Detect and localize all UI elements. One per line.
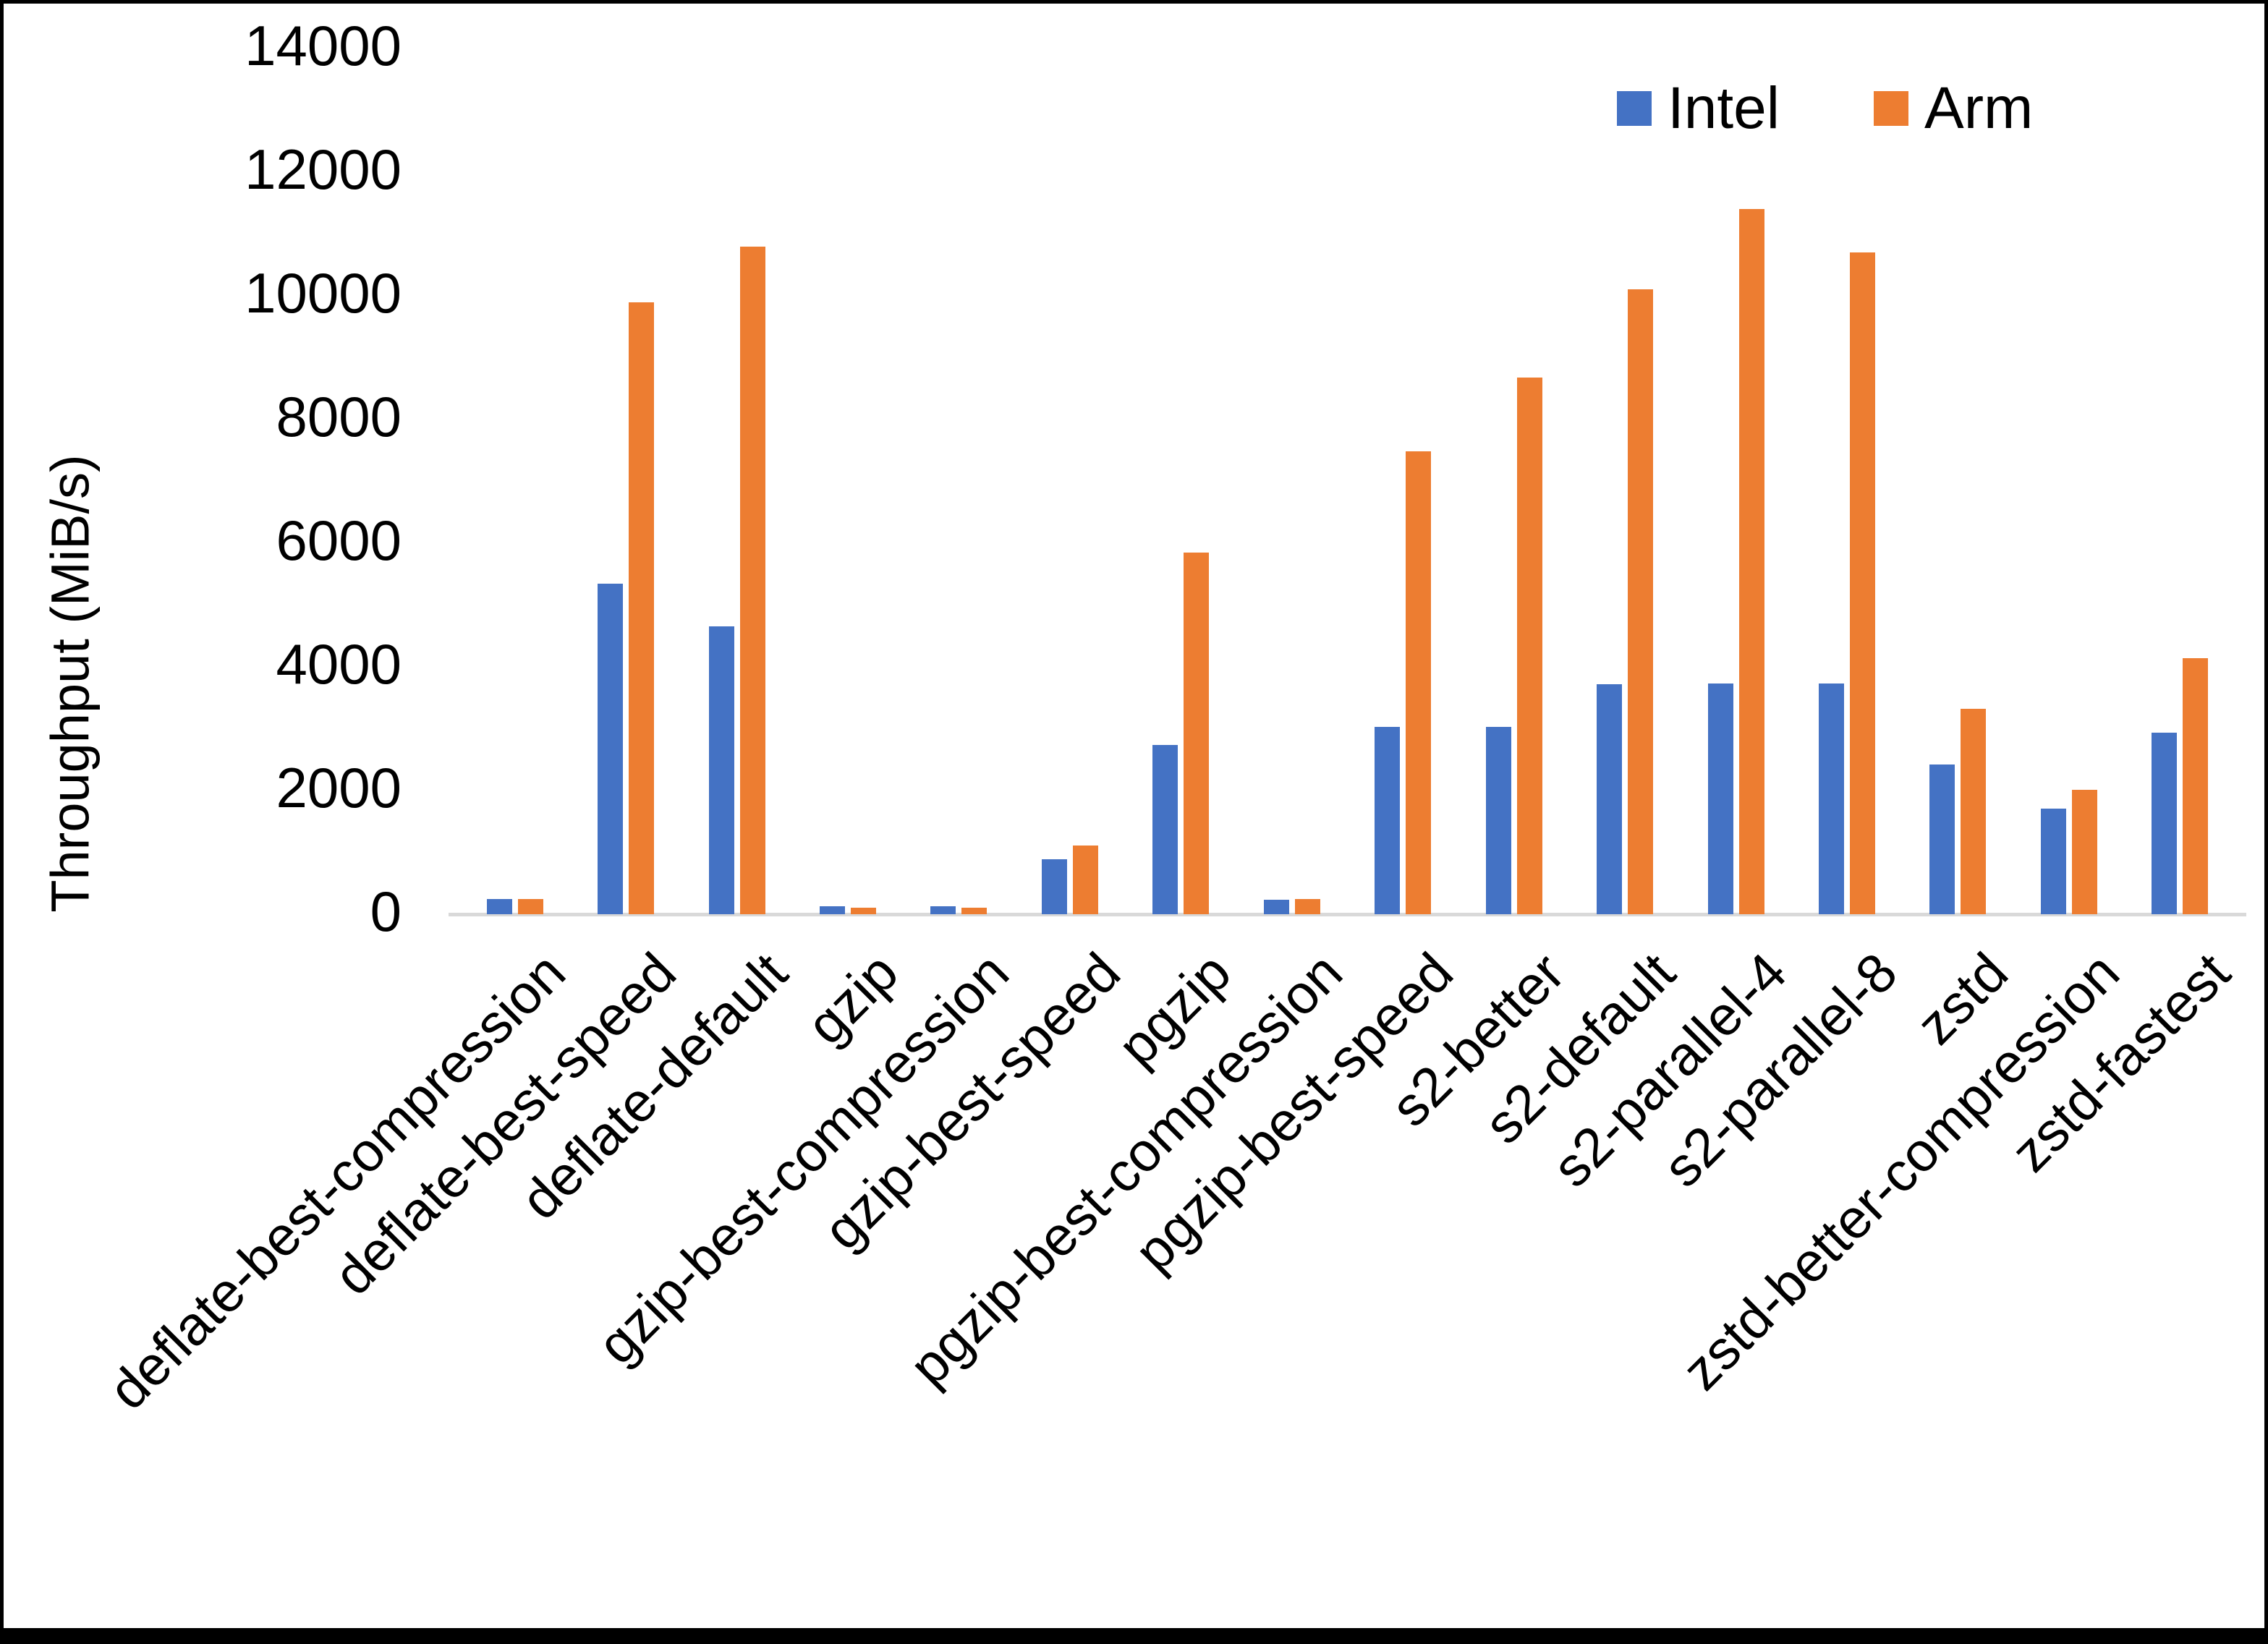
bar-intel-pgzip-best-speed: [1375, 726, 1401, 914]
bar-intel-s2-parallel-8: [1818, 683, 1844, 914]
bar-intel-zstd-fastest: [2152, 733, 2178, 914]
bar-intel-zstd-better-compression: [2040, 808, 2066, 914]
bar-intel-gzip-best-speed: [1041, 859, 1067, 914]
y-axis-title: Throughput (MiB/s): [40, 454, 101, 913]
legend-swatch-icon: [1617, 91, 1652, 126]
legend-item-intel: Intel: [1617, 74, 1780, 142]
bar-arm-s2-parallel-8: [1849, 252, 1875, 914]
bar-arm-pgzip-best-speed: [1406, 451, 1432, 914]
bar-arm-s2-better: [1516, 377, 1542, 914]
legend: Intel Arm: [1617, 74, 2033, 142]
bar-intel-gzip-best-compression: [930, 906, 956, 914]
bar-intel-deflate-best-speed: [598, 583, 624, 914]
bar-intel-deflate-best-compression: [486, 898, 512, 914]
bar-arm-gzip: [851, 907, 877, 914]
bar-intel-pgzip: [1152, 744, 1178, 914]
bar-intel-zstd: [1929, 764, 1955, 914]
bar-arm-s2-parallel-4: [1738, 209, 1764, 914]
bar-arm-deflate-default: [739, 246, 765, 914]
y-tick-label: 8000: [276, 384, 402, 448]
bar-intel-s2-better: [1485, 726, 1511, 914]
bar-arm-zstd: [1961, 709, 1987, 914]
legend-label: Intel: [1668, 75, 1780, 141]
bar-arm-pgzip-best-compression: [1294, 899, 1320, 914]
bar-intel-gzip: [820, 906, 846, 914]
bar-arm-gzip-best-speed: [1072, 846, 1098, 914]
y-tick-label: 0: [370, 879, 402, 943]
bar-arm-deflate-best-compression: [517, 898, 543, 914]
legend-label: Arm: [1924, 75, 2034, 141]
y-tick-label: 10000: [245, 260, 402, 325]
legend-swatch-icon: [1874, 91, 1908, 126]
bar-intel-pgzip-best-compression: [1263, 900, 1289, 914]
bar-intel-s2-parallel-4: [1707, 683, 1733, 914]
y-tick-label: 6000: [276, 508, 402, 572]
legend-item-arm: Arm: [1874, 74, 2033, 142]
y-tick-label: 2000: [276, 755, 402, 819]
bar-arm-gzip-best-compression: [961, 907, 988, 914]
y-tick-label: 12000: [245, 137, 402, 201]
bar-arm-s2-default: [1628, 289, 1654, 914]
bar-arm-deflate-best-speed: [629, 302, 655, 914]
bar-intel-deflate-default: [708, 626, 734, 914]
bar-chart: Throughput (MiB/s) 0 2000 4000 6000 8000 1000…: [4, 4, 2264, 1628]
y-tick-label: 4000: [276, 631, 402, 696]
x-axis-line: [449, 913, 2246, 916]
bar-intel-s2-default: [1597, 683, 1623, 914]
bar-arm-zstd-fastest: [2183, 658, 2209, 914]
y-tick-label: 14000: [245, 13, 402, 77]
bar-arm-pgzip: [1184, 552, 1210, 914]
bar-arm-zstd-better-compression: [2071, 790, 2097, 914]
